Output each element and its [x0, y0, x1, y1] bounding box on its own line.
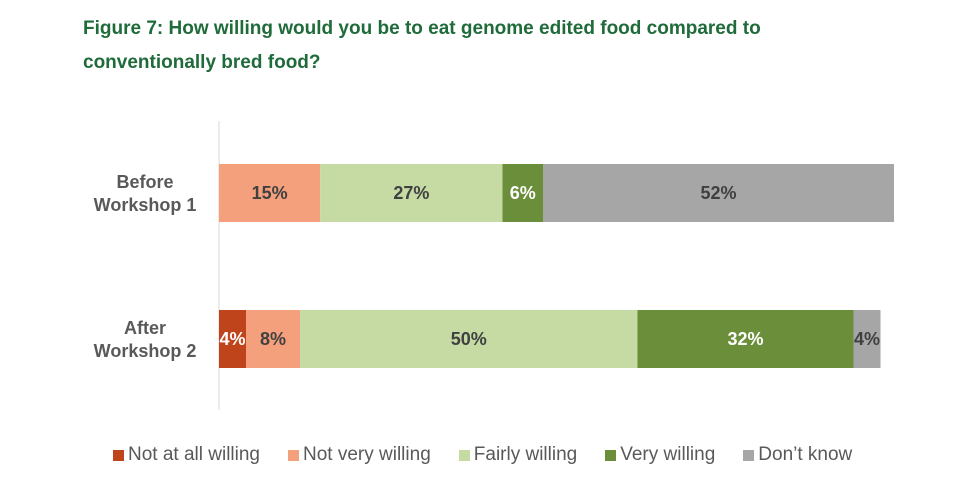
bar-segment [637, 310, 854, 368]
bar-group: Before Workshop 1 15% 27% 6% 52% After Workshop… [94, 164, 894, 368]
bar-segment [502, 164, 543, 222]
chart-legend: Not at all willing Not very willing Fairly… [113, 444, 852, 466]
bar-segment [219, 164, 321, 222]
category-label: After [124, 318, 166, 338]
data-label: 4% [219, 329, 245, 349]
data-label: 15% [252, 183, 288, 203]
data-label: 6% [510, 183, 536, 203]
category-label: Workshop 1 [94, 195, 197, 215]
chart-title: Figure 7: How willing would you be to ea… [83, 18, 761, 73]
data-label: 8% [260, 329, 286, 349]
data-label: 4% [854, 329, 880, 349]
legend-swatch [605, 449, 617, 461]
legend-swatch [288, 449, 299, 461]
legend-swatch [743, 449, 755, 461]
bar-segment [300, 310, 638, 368]
legend-item: Not at all willing [113, 444, 260, 466]
legend-item: Fairly willing [458, 444, 578, 466]
bar-segment [853, 310, 881, 368]
data-label: 32% [727, 329, 763, 349]
legend-swatch [113, 449, 124, 461]
bar-segment [543, 164, 894, 222]
category-label: Before [116, 172, 173, 192]
bar-segment [320, 164, 503, 222]
data-label: 50% [451, 329, 487, 349]
legend-swatch [458, 449, 470, 461]
bar-segment [246, 310, 300, 368]
legend-label: Not at all willing [128, 444, 260, 465]
bar-segment [219, 310, 246, 368]
legend-label: Very willing [620, 444, 716, 465]
data-label: 52% [700, 183, 736, 203]
legend-item: Not very willing [288, 444, 431, 466]
legend-label: Don’t know [758, 444, 853, 465]
legend-item: Don’t know [743, 444, 852, 466]
category-label: Workshop 2 [94, 341, 197, 361]
legend-label: Fairly willing [473, 444, 578, 465]
data-label: 27% [393, 183, 429, 203]
legend-item: Very willing [605, 444, 715, 466]
legend-label: Not very willing [303, 444, 431, 465]
